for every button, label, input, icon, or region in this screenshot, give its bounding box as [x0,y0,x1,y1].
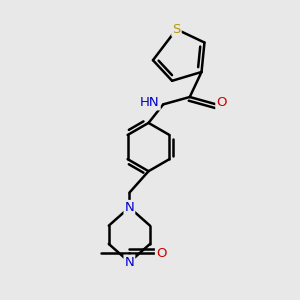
Text: O: O [156,247,166,260]
Text: HN: HN [140,96,160,110]
Text: N: N [124,256,134,269]
Text: S: S [172,23,181,36]
Text: O: O [216,96,227,110]
Text: N: N [124,201,134,214]
